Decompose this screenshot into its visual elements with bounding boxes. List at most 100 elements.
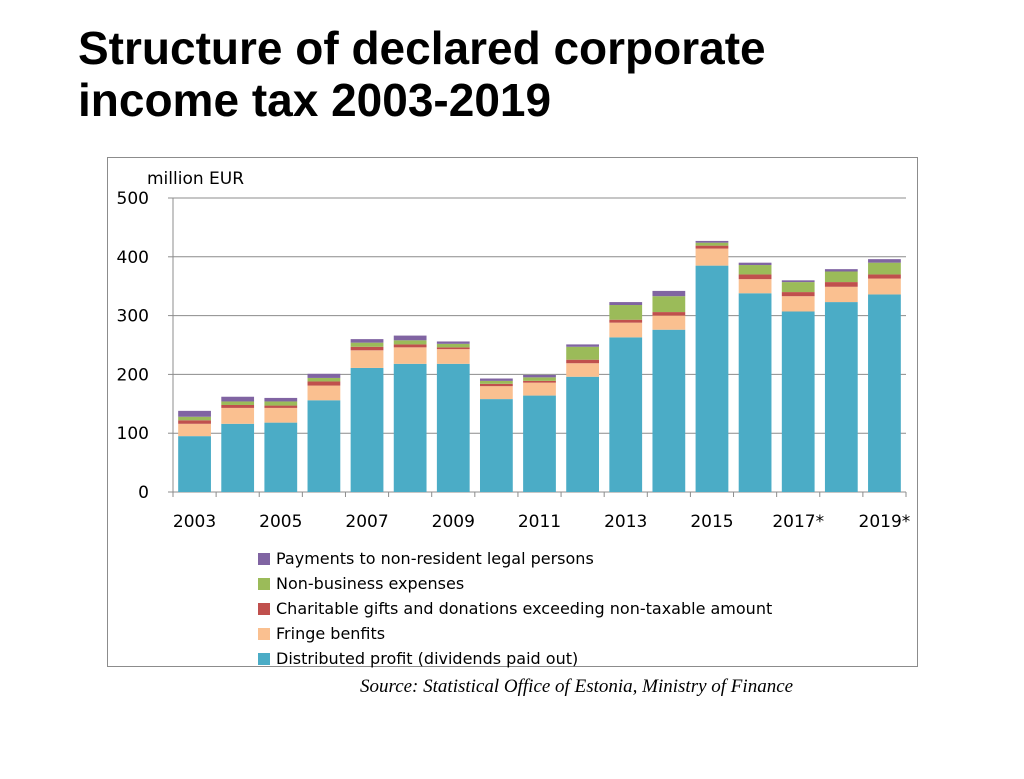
legend-swatch bbox=[258, 578, 270, 590]
bar-segment-2010 bbox=[479, 386, 513, 400]
bar-segment-2016 bbox=[738, 262, 772, 266]
bar-segment-2011 bbox=[523, 382, 556, 396]
y-tick-label: 400 bbox=[117, 248, 149, 268]
bar-segment-2008 bbox=[393, 340, 427, 345]
bar-segment-2017 bbox=[781, 282, 815, 293]
bar-segment-2015 bbox=[695, 245, 729, 249]
bar-segment-2018 bbox=[824, 282, 858, 287]
bar-segment-2015 bbox=[695, 248, 729, 266]
bar-segment-2016 bbox=[738, 274, 772, 280]
bar-segment-2005 bbox=[264, 422, 298, 492]
x-tick-label: 2009 bbox=[432, 512, 475, 532]
bar-segment-2014 bbox=[652, 329, 686, 492]
bar-segment-2005 bbox=[264, 401, 298, 406]
legend-swatch bbox=[258, 628, 270, 640]
bar-segment-2018 bbox=[824, 302, 858, 492]
bar-segment-2019 bbox=[868, 278, 901, 295]
bar-segment-2012 bbox=[566, 376, 600, 492]
bar-segment-2010 bbox=[479, 380, 513, 384]
x-tick-label: 2007 bbox=[345, 512, 388, 532]
bar-segment-2016 bbox=[738, 265, 772, 275]
legend-label: Payments to non-resident legal persons bbox=[276, 549, 594, 568]
bar-segment-2019 bbox=[868, 294, 901, 492]
x-tick-label: 2003 bbox=[173, 512, 216, 532]
bar-segment-2013 bbox=[609, 319, 643, 323]
legend-swatch bbox=[258, 553, 270, 565]
y-tick-label: 300 bbox=[117, 307, 149, 327]
bar-segment-2007 bbox=[350, 367, 384, 492]
bar-segment-2014 bbox=[652, 312, 686, 316]
x-tick-label: 2015 bbox=[690, 512, 733, 532]
bar-segment-2009 bbox=[436, 347, 470, 350]
source-note: Source: Statistical Office of Estonia, M… bbox=[360, 676, 794, 697]
x-tick-label: 2013 bbox=[604, 512, 647, 532]
bar-segment-2013 bbox=[609, 322, 643, 338]
bar-segment-2008 bbox=[393, 344, 427, 348]
title-line-1: Structure of declared corporate bbox=[78, 22, 766, 74]
bar-segment-2006 bbox=[307, 400, 341, 492]
bar-segment-2003 bbox=[178, 420, 211, 424]
bar-segment-2014 bbox=[652, 315, 686, 330]
bar-segment-2007 bbox=[350, 342, 384, 347]
chart-legend: Payments to non-resident legal persons No… bbox=[258, 546, 772, 671]
bar-segment-2010 bbox=[479, 383, 513, 387]
bar-segment-2012 bbox=[566, 346, 600, 360]
x-tick-label: 2017* bbox=[772, 512, 824, 532]
bar-segment-2018 bbox=[824, 269, 858, 272]
y-tick-label: 100 bbox=[117, 424, 149, 444]
legend-item: Charitable gifts and donations exceeding… bbox=[258, 596, 772, 621]
bar-segment-2019 bbox=[868, 274, 901, 279]
bar-segment-2003 bbox=[178, 410, 211, 417]
bar-segment-2011 bbox=[523, 377, 556, 381]
legend-item: Payments to non-resident legal persons bbox=[258, 546, 772, 571]
y-tick-label: 500 bbox=[117, 189, 149, 209]
bar-segment-2008 bbox=[393, 347, 427, 364]
bar-segment-2013 bbox=[609, 302, 643, 306]
bar-segment-2003 bbox=[178, 423, 211, 437]
bar-segment-2014 bbox=[652, 296, 686, 313]
bar-segment-2009 bbox=[436, 341, 470, 344]
bar-segment-2015 bbox=[695, 265, 729, 492]
stacked-bar-chart: 0 100 200 300 400 500 2003 2005 2007 2009 2011 2013… bbox=[117, 189, 911, 532]
bar-segment-2011 bbox=[523, 374, 556, 378]
bar-segment-2017 bbox=[781, 311, 815, 492]
legend-item: Fringe benfits bbox=[258, 621, 772, 646]
bar-segment-2006 bbox=[307, 377, 341, 382]
legend-item: Non-business expenses bbox=[258, 571, 772, 596]
bar-segment-2009 bbox=[436, 349, 470, 364]
bar-segment-2004 bbox=[221, 401, 255, 405]
legend-label: Non-business expenses bbox=[276, 574, 465, 593]
bar-segment-2019 bbox=[868, 259, 901, 263]
bar-segment-2013 bbox=[609, 337, 643, 492]
title-line-2: income tax 2003-2019 bbox=[78, 74, 552, 126]
bar-segment-2004 bbox=[221, 407, 255, 424]
bar-segment-2009 bbox=[436, 363, 470, 492]
bar-segment-2005 bbox=[264, 397, 298, 402]
bar-segment-2011 bbox=[523, 380, 556, 383]
bar-segment-2016 bbox=[738, 279, 772, 294]
bar-segment-2006 bbox=[307, 373, 341, 378]
bar-segment-2007 bbox=[350, 350, 384, 368]
bar-segment-2017 bbox=[781, 292, 815, 297]
y-axis-label: million EUR bbox=[147, 169, 245, 189]
bar-segment-2004 bbox=[221, 423, 255, 492]
x-tick-label: 2019* bbox=[859, 512, 911, 532]
bar-segment-2011 bbox=[523, 395, 556, 492]
bar-segment-2007 bbox=[350, 339, 384, 343]
slide-title: Structure of declared corporate income t… bbox=[78, 22, 978, 126]
bar-segment-2019 bbox=[868, 262, 901, 275]
bar-segment-2007 bbox=[350, 346, 384, 351]
legend-swatch bbox=[258, 603, 270, 615]
bar-segment-2008 bbox=[393, 363, 427, 492]
bar-segment-2015 bbox=[695, 242, 729, 246]
legend-label: Charitable gifts and donations exceeding… bbox=[276, 599, 773, 618]
bar-segment-2012 bbox=[566, 344, 600, 347]
legend-item: Distributed profit (dividends paid out) bbox=[258, 646, 772, 671]
legend-label: Distributed profit (dividends paid out) bbox=[276, 649, 579, 668]
bar-segment-2006 bbox=[307, 381, 341, 386]
bar-segment-2005 bbox=[264, 407, 298, 423]
y-tick-label: 200 bbox=[117, 365, 149, 385]
bar-segment-2004 bbox=[221, 396, 255, 402]
bar-segment-2010 bbox=[479, 399, 513, 492]
x-tick-label: 2011 bbox=[518, 512, 561, 532]
